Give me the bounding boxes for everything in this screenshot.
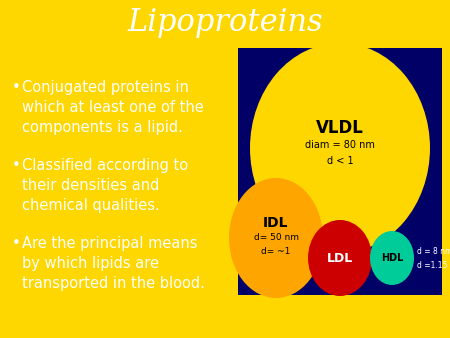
Text: •: • xyxy=(12,236,21,251)
Text: Are the principal means
by which lipids are
transported in the blood.: Are the principal means by which lipids … xyxy=(22,236,205,291)
Text: LDL: LDL xyxy=(327,251,353,265)
Ellipse shape xyxy=(308,220,372,296)
Text: •: • xyxy=(12,158,21,173)
Text: Lipoproteins: Lipoproteins xyxy=(127,7,323,39)
Text: d= 50 nm: d= 50 nm xyxy=(253,233,298,241)
Bar xyxy=(238,48,442,295)
Text: Classified according to
their densities and
chemical qualities.: Classified according to their densities … xyxy=(22,158,188,213)
Text: d = 8 nm: d = 8 nm xyxy=(417,246,450,256)
Text: diam = 80 nm: diam = 80 nm xyxy=(305,140,375,150)
Ellipse shape xyxy=(229,178,323,298)
Text: d= ~1: d= ~1 xyxy=(261,246,291,256)
Text: HDL: HDL xyxy=(381,253,403,263)
Text: d < 1: d < 1 xyxy=(327,156,353,166)
Text: VLDL: VLDL xyxy=(316,119,364,137)
Text: •: • xyxy=(12,80,21,95)
Text: d =1.15: d =1.15 xyxy=(417,261,447,269)
Ellipse shape xyxy=(370,231,414,285)
Ellipse shape xyxy=(250,43,430,253)
Text: Conjugated proteins in
which at least one of the
components is a lipid.: Conjugated proteins in which at least on… xyxy=(22,80,204,135)
Text: IDL: IDL xyxy=(263,216,289,230)
